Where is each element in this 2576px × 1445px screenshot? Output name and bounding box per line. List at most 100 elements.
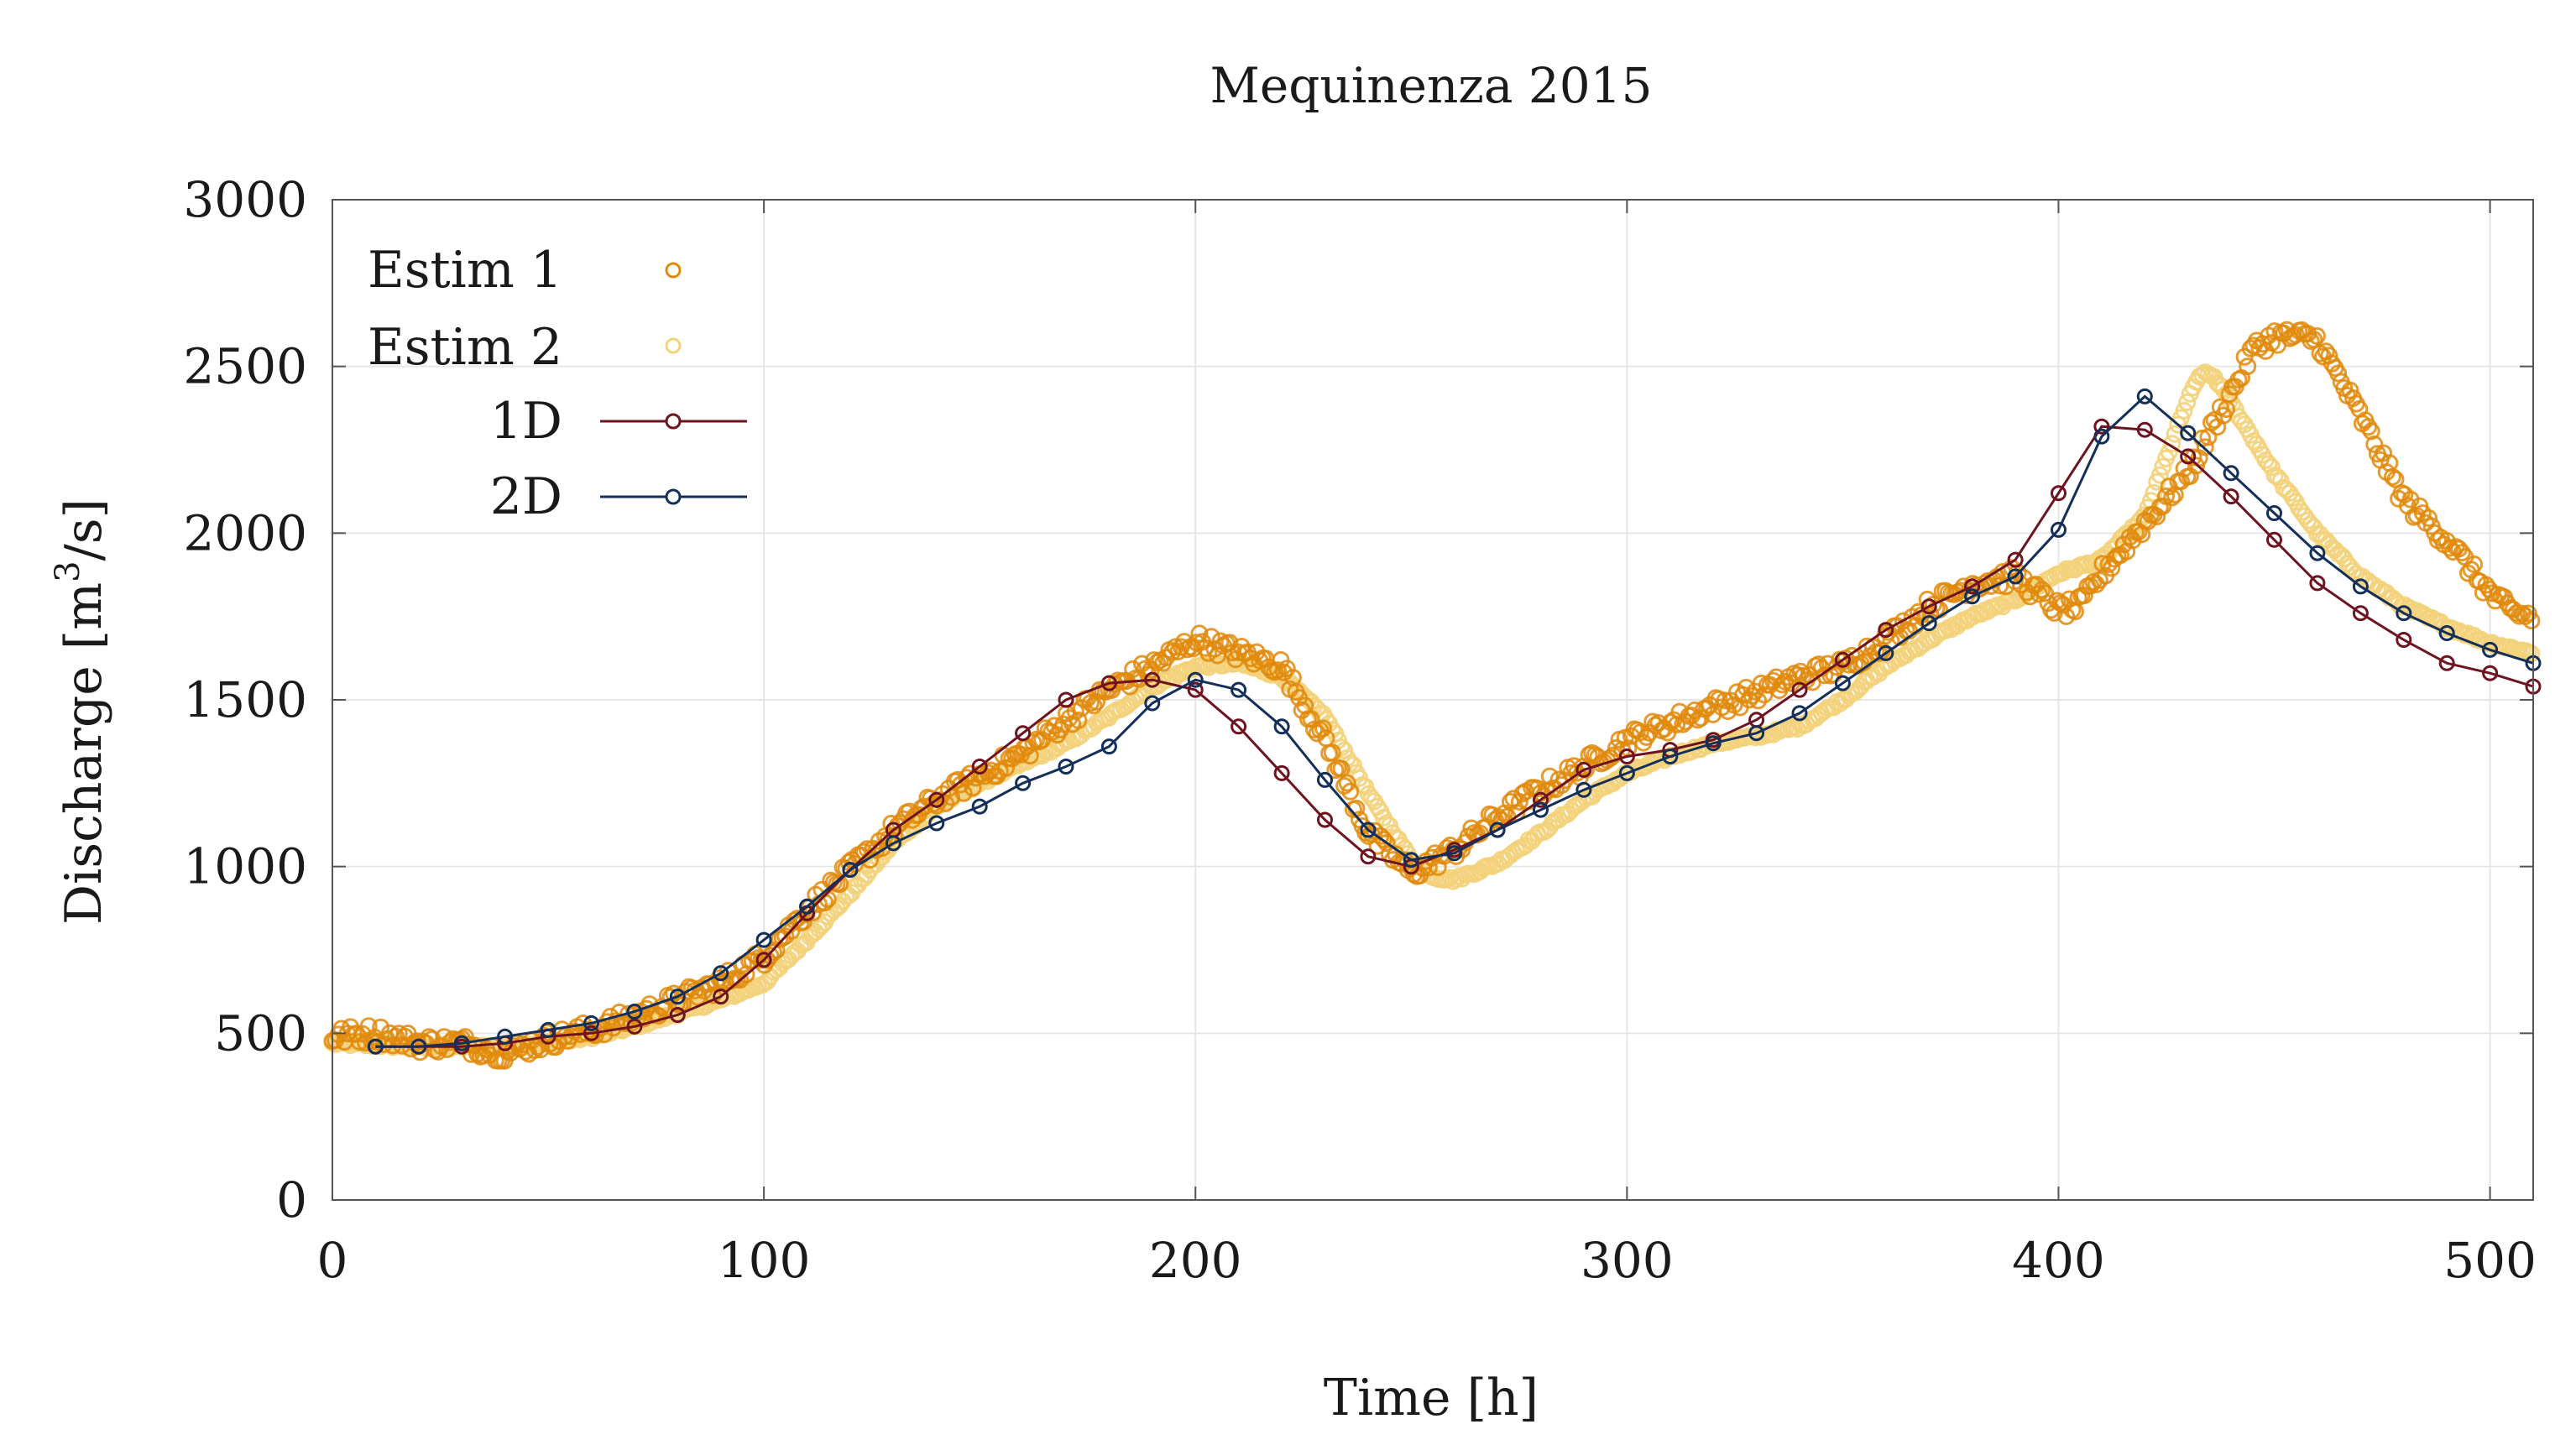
marker-2d-21: [1273, 718, 1290, 735]
marker-1d-39: [2051, 485, 2067, 502]
marker-2d-34: [1834, 675, 1851, 691]
y-tick-label-4: 2000: [183, 504, 307, 561]
point-0-609: [2163, 488, 2182, 507]
point-1-162: [813, 916, 831, 935]
marker-2d-5: [583, 1015, 599, 1031]
point-0-494: [1816, 666, 1834, 685]
marker-1d-45: [2309, 575, 2326, 592]
point-0-565: [2030, 585, 2048, 603]
marker-2d-22: [1317, 771, 1333, 788]
marker-1d-20: [1231, 718, 1247, 735]
marker-2d-25: [1446, 845, 1463, 862]
marker-1d-5: [583, 1025, 599, 1041]
point-0-675: [2362, 422, 2380, 441]
series-layer: [323, 321, 2542, 1070]
x-tick-label-3: 300: [1581, 1232, 1674, 1289]
marker-2d-9: [755, 931, 772, 948]
marker-2d-4: [540, 1021, 556, 1038]
marker-1d-27: [1533, 791, 1549, 808]
marker-1d-23: [1360, 848, 1377, 865]
point-1-661: [2320, 535, 2338, 553]
point-0-349: [1377, 834, 1396, 853]
marker-2d-14: [971, 798, 988, 815]
marker-2d-19: [1187, 671, 1204, 688]
legend-label-estim1: Estim 1: [368, 241, 562, 300]
y-axis-label-end: /s]: [55, 498, 113, 561]
point-0-336: [1338, 774, 1356, 792]
legend-label-2d: 2D: [490, 467, 562, 526]
marker-2d-17: [1100, 738, 1117, 755]
point-0-315: [1275, 663, 1293, 681]
point-1-344: [1362, 789, 1381, 807]
marker-2d-42: [2180, 425, 2197, 441]
marker-2d-39: [2051, 521, 2067, 538]
marker-1d-37: [1964, 578, 1981, 595]
marker-1d-41: [2136, 421, 2153, 438]
marker-2d-6: [626, 1004, 643, 1020]
point-0-98: [619, 1004, 638, 1023]
marker-2d-46: [2352, 578, 2369, 595]
point-1-171: [839, 886, 858, 905]
point-0-723: [2507, 604, 2526, 623]
x-tick-label-0: 0: [317, 1232, 348, 1289]
marker-2d-30: [1662, 749, 1679, 764]
y-tick-label-0: 0: [276, 1171, 307, 1229]
marker-1d-38: [2007, 551, 2024, 568]
point-0-657: [2307, 326, 2326, 345]
marker-2d-12: [885, 835, 901, 852]
marker-1d-34: [1834, 651, 1851, 668]
y-tick-label-2: 1000: [183, 838, 307, 895]
y-axis-label-superscript: 3: [49, 561, 87, 582]
y-tick-label-3: 1500: [183, 671, 307, 728]
legend-swatches: [600, 262, 747, 505]
marker-1d-17: [1100, 675, 1117, 691]
point-0-348: [1374, 830, 1393, 848]
marker-2d-11: [842, 862, 859, 879]
y-tick-label-6: 3000: [183, 171, 307, 228]
marker-1d-36: [1920, 598, 1937, 615]
point-0-272: [1145, 651, 1163, 670]
marker-1d-15: [1015, 725, 1032, 742]
point-0-21: [387, 1027, 405, 1046]
legend-swatch-2d-marker: [665, 488, 682, 505]
marker-2d-35: [1878, 644, 1894, 661]
marker-2d-32: [1748, 725, 1765, 742]
marker-1d-33: [1791, 681, 1808, 698]
point-1-610: [2166, 425, 2184, 443]
marker-2d-47: [2396, 605, 2412, 622]
legend: Estim 1 Estim 2 1D 2D: [368, 241, 747, 526]
point-0-247: [1069, 711, 1088, 729]
x-tick-label-5: 500: [2443, 1232, 2537, 1289]
marker-2d-23: [1360, 822, 1377, 838]
point-1-538: [1948, 617, 1967, 635]
marker-1d-6: [626, 1018, 643, 1035]
marker-2d-38: [2007, 568, 2024, 585]
marker-2d-31: [1705, 735, 1722, 752]
marker-2d-37: [1964, 588, 1981, 605]
marker-1d-8: [713, 989, 729, 1005]
point-0-616: [2184, 448, 2202, 467]
point-0-709: [2465, 556, 2484, 573]
marker-2d-33: [1791, 705, 1808, 722]
marker-1d-14: [971, 759, 988, 775]
marker-2d-18: [1144, 695, 1161, 712]
point-1-669: [2344, 561, 2363, 580]
point-0-620: [2196, 438, 2214, 456]
point-1-606: [2154, 457, 2172, 476]
point-0-674: [2359, 418, 2378, 436]
point-1-728: [2522, 644, 2541, 663]
point-0-334: [1332, 759, 1351, 778]
x-tick-label-4: 400: [2012, 1232, 2105, 1289]
legend-label-1d: 1D: [490, 392, 562, 451]
marker-1d-28: [1575, 761, 1592, 778]
marker-2d-45: [2309, 545, 2326, 561]
point-0-331: [1323, 743, 1341, 762]
series-2d: [367, 388, 2542, 1055]
series-1d: [367, 418, 2542, 1055]
point-0-67: [525, 1041, 544, 1059]
marker-2d-28: [1575, 781, 1592, 798]
point-1-609: [2163, 435, 2182, 453]
marker-2d-26: [1489, 822, 1506, 838]
point-0-461: [1716, 691, 1734, 710]
